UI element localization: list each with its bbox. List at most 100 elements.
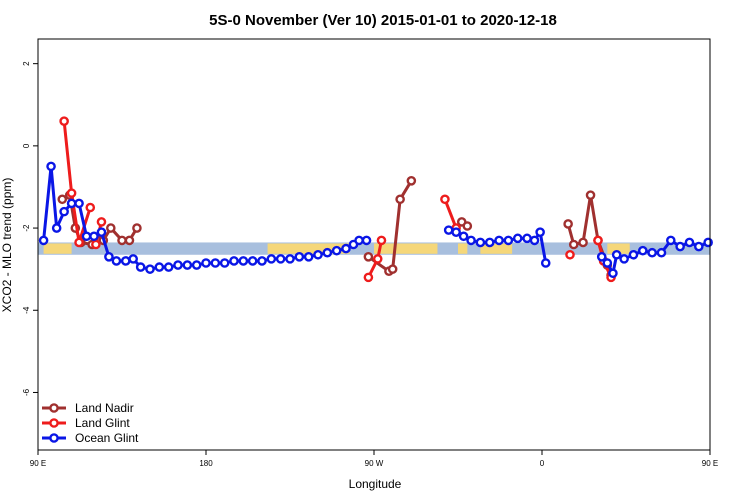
data-point [219,258,230,268]
data-point [440,194,450,205]
legend-item: Land Nadir [42,401,134,415]
data-point [154,262,165,272]
data-point [104,252,114,262]
legend-marker [49,403,59,413]
data-point [294,252,305,262]
data-point [331,245,342,256]
legend-item: Land Glint [42,416,130,430]
data-point [619,254,629,264]
data-point [247,256,258,266]
data-point [522,233,532,244]
legend-label: Ocean Glint [75,431,139,445]
data-point [638,245,648,256]
data-point [593,235,603,246]
x-tick-label: 90 E [702,459,718,468]
data-point [128,254,138,264]
data-point [57,194,68,205]
data-point [313,249,323,260]
land-band [458,243,468,254]
data-point [475,237,486,248]
data-point [124,235,135,246]
x-tick-label: 90 W [365,459,384,468]
data-point [535,227,545,237]
data-point [443,225,454,235]
data-point [451,227,461,237]
data-point [145,264,155,274]
data-point [210,258,221,268]
data-point [361,235,372,246]
series-line [443,198,458,229]
data-point [59,206,69,217]
y-axis: 2 0 -2 -4 -6 [22,61,38,396]
data-point [675,241,685,252]
data-point [484,237,495,248]
data-point [46,161,56,172]
data-point [376,235,387,246]
y-tick-label: -6 [22,388,31,396]
data-point [74,237,84,248]
data-point [608,268,618,279]
y-tick-label: 2 [22,61,31,66]
data-point [66,188,77,198]
legend-label: Land Nadir [75,401,134,415]
data-point [647,247,657,258]
data-point [96,217,107,227]
chart-title: 5S-0 November (Ver 10) 2015-01-01 to 202… [209,12,557,29]
x-axis-label: Longitude [349,477,402,491]
data-point [395,194,405,205]
data-point [106,223,116,233]
data-point [565,249,575,260]
y-tick-label: -2 [22,224,31,232]
legend-marker [49,433,59,443]
data-point [201,258,211,268]
data-point [611,249,622,260]
legend-item: Ocean Glint [42,431,139,445]
data-series [38,116,713,283]
data-point [96,227,107,237]
data-point [363,272,374,283]
data-point [266,254,277,264]
data-point [694,241,704,252]
land-band [267,243,350,254]
data-point [363,252,374,262]
data-point [529,235,540,246]
data-point [111,256,122,266]
x-tick-label: 0 [540,459,545,468]
x-tick-label: 180 [199,459,213,468]
data-point [354,235,364,246]
data-point [74,198,84,209]
data-point [372,254,383,264]
data-point [303,252,314,262]
y-tick-label: 0 [22,143,31,148]
land-band [480,243,513,254]
data-point [684,237,695,248]
x-axis: 90 E 180 90 W 0 90 E [30,450,718,468]
data-point [341,243,351,254]
land-band [607,243,630,254]
data-point [66,198,77,209]
data-point [229,256,239,266]
data-point [387,264,398,274]
data-point [503,235,514,246]
land-band [43,243,72,254]
data-point [322,247,333,258]
data-point [568,239,579,250]
data-point [628,249,639,260]
data-point [596,252,607,262]
data-point [512,233,523,244]
data-point [602,258,613,268]
data-point [466,235,476,246]
data-point [563,219,573,229]
data-point [462,221,473,231]
data-point [285,254,295,264]
data-point [458,231,469,242]
data-point [182,260,193,270]
data-point [120,256,131,266]
data-point [163,262,174,272]
data-point [117,235,127,246]
x-tick-label: 90 E [30,459,46,468]
data-point [666,235,676,246]
data-point [173,260,183,270]
data-point [81,231,92,242]
